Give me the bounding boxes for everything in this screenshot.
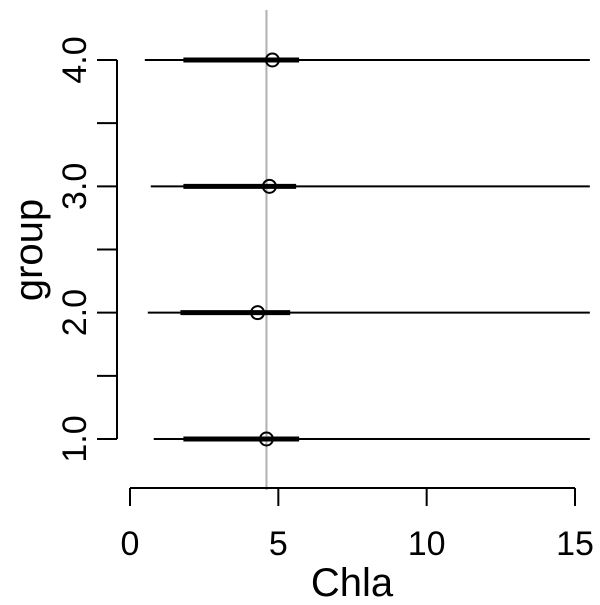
y-tick-label: 2.0 [56, 289, 94, 336]
y-tick-label: 4.0 [56, 36, 94, 83]
data-layer [144, 52, 590, 447]
data-point [250, 305, 266, 321]
x-tick-label: 5 [269, 525, 288, 563]
x-tick-label: 0 [121, 525, 140, 563]
data-point [258, 431, 274, 447]
data-point [261, 178, 277, 194]
y-axis: 1.0 2.0 3.0 4.0 [56, 36, 118, 463]
y-tick-label: 1.0 [56, 415, 94, 462]
data-point [264, 52, 280, 68]
x-axis: 0 5 10 15 [121, 487, 594, 563]
y-tick-label: 3.0 [56, 163, 94, 210]
x-axis-title: Chla [311, 561, 394, 605]
y-axis-title: group [7, 199, 51, 301]
x-tick-label: 15 [556, 525, 594, 563]
x-tick-label: 10 [408, 525, 446, 563]
